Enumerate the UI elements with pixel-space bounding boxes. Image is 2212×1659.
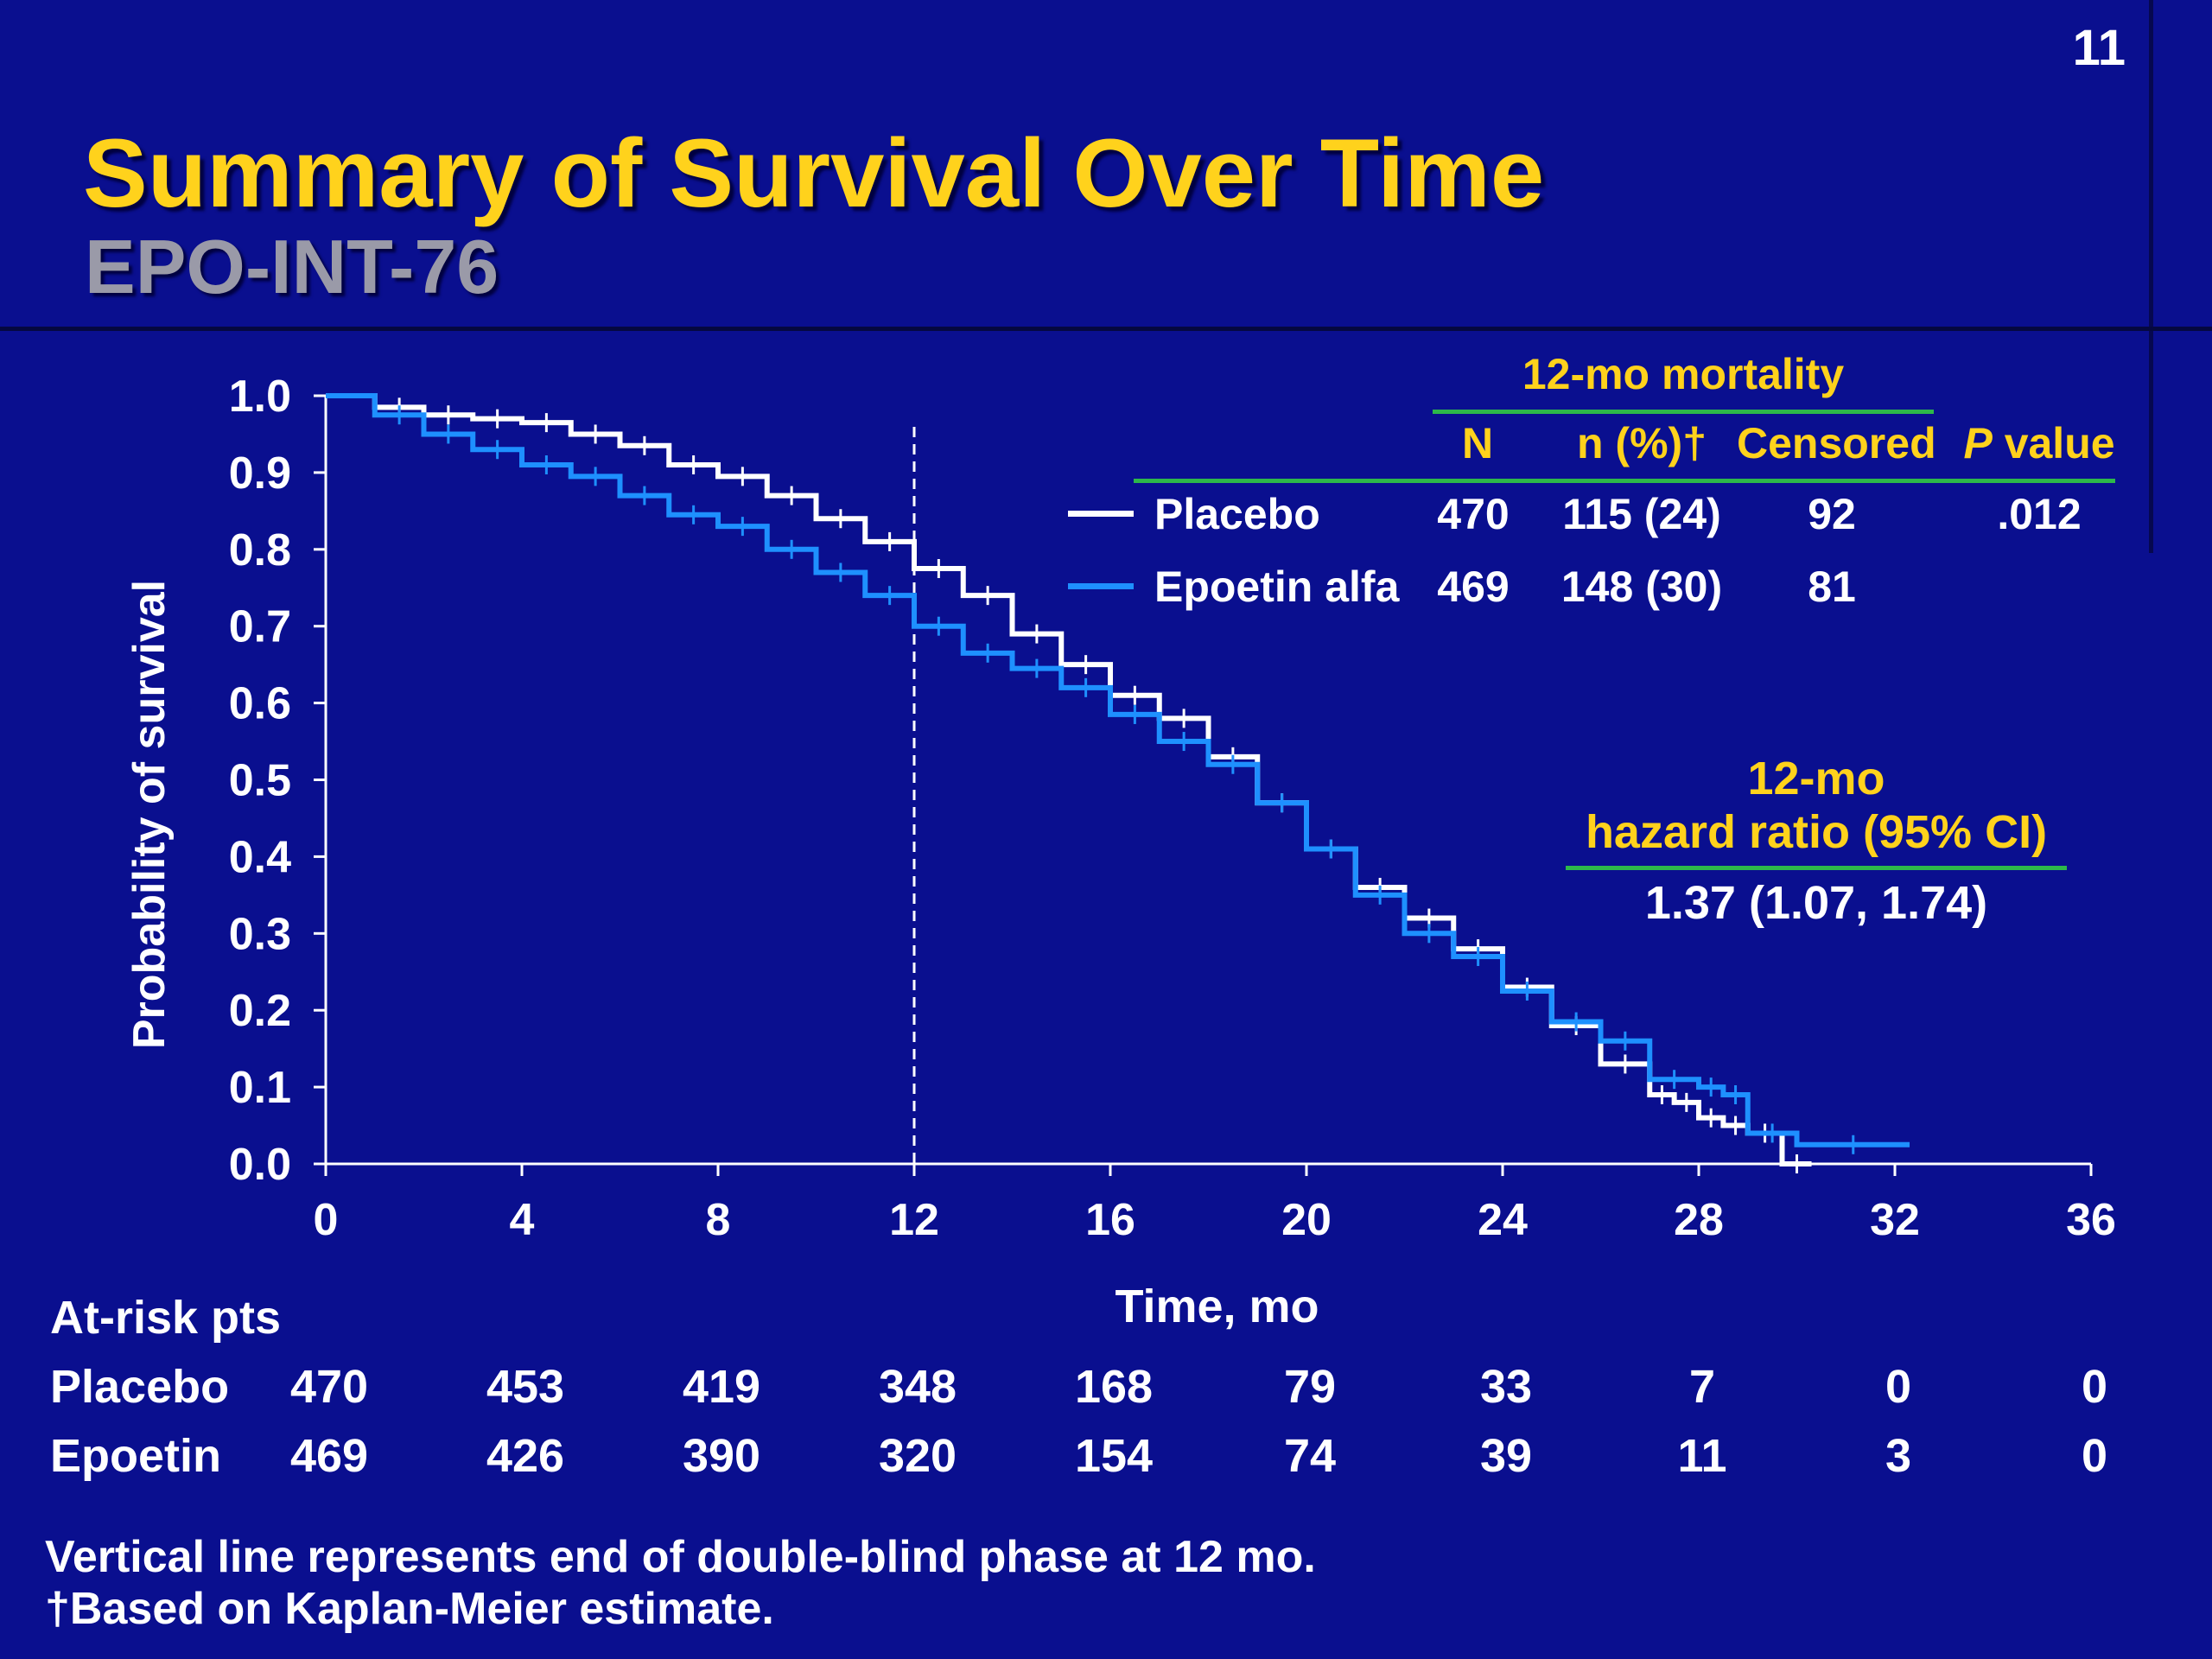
at-risk-cell: 74	[1283, 1430, 1337, 1482]
at-risk-cell: 348	[878, 1361, 957, 1413]
x-tick-label: 4	[510, 1195, 535, 1245]
at-risk-label-placebo: Placebo	[50, 1361, 230, 1413]
legend-swatch-epoetin	[1068, 583, 1134, 589]
at-risk-cell: 168	[1074, 1361, 1154, 1413]
x-tick-label: 12	[889, 1195, 939, 1245]
hazard-ratio-title-line2: hazard ratio (95% CI)	[1585, 806, 2048, 858]
header-censored: Censored	[1737, 419, 1936, 467]
x-tick-label: 36	[2066, 1195, 2116, 1245]
at-risk-cell: 33	[1479, 1361, 1533, 1413]
y-tick-label: 0.4	[229, 832, 291, 882]
at-risk-cell: 470	[289, 1361, 369, 1413]
title-divider	[0, 327, 2212, 331]
at-risk-cell: 79	[1283, 1361, 1337, 1413]
footnote-vertical-line: Vertical line represents end of double-b…	[45, 1532, 1316, 1582]
y-tick-label: 0.8	[229, 525, 291, 575]
cell-placebo-n: 470	[1437, 490, 1510, 538]
row-label-epoetin: Epoetin alfa	[1154, 563, 1400, 611]
cell-epoetin-n-pct: 148 (30)	[1560, 563, 1723, 611]
mortality-header-rule	[1134, 479, 2115, 483]
x-tick-label: 24	[1478, 1195, 1528, 1245]
hazard-ratio-value: 1.37 (1.07, 1.74)	[1644, 877, 1988, 929]
y-tick-label: 0.5	[229, 756, 291, 806]
x-tick-label: 0	[314, 1195, 339, 1245]
cell-placebo-censored: 92	[1808, 490, 1856, 538]
y-tick-label: 0.7	[229, 602, 291, 652]
y-tick-label: 0.3	[229, 909, 291, 959]
x-tick-label: 20	[1281, 1195, 1332, 1245]
at-risk-cell: 11	[1677, 1430, 1727, 1482]
hazard-ratio-title: 12-mo hazard ratio (95% CI)	[1564, 752, 2069, 859]
mortality-group-title: 12-mo mortality	[1522, 350, 1845, 398]
cell-epoetin-censored: 81	[1808, 563, 1856, 611]
mortality-group-rule	[1433, 410, 1934, 414]
header-p-italic: P	[1963, 419, 1993, 467]
y-axis-title: Probability of survival	[124, 580, 175, 1049]
y-tick-label: 1.0	[229, 372, 291, 422]
header-n-pct: n (%)†	[1577, 419, 1707, 467]
header-p-rest: value	[1992, 419, 2115, 467]
at-risk-cell: 7	[1688, 1361, 1716, 1413]
at-risk-cell: 419	[682, 1361, 761, 1413]
x-axis-title: Time, mo	[1115, 1281, 1319, 1332]
at-risk-label-epoetin: Epoetin	[50, 1430, 221, 1482]
header-p-value: P value	[1961, 418, 2117, 468]
at-risk-cell: 3	[1885, 1430, 1912, 1482]
at-risk-cell: 154	[1074, 1430, 1154, 1482]
at-risk-cell: 453	[486, 1361, 565, 1413]
hazard-ratio-rule	[1566, 866, 2067, 870]
slide-title: Summary of Survival Over Time	[83, 119, 1545, 227]
at-risk-cell: 320	[878, 1430, 957, 1482]
footnote-kaplan-meier: †Based on Kaplan-Meier estimate.	[45, 1584, 774, 1634]
y-tick-label: 0.1	[229, 1063, 291, 1113]
slide-number: 11	[2072, 20, 2126, 76]
x-tick-label: 32	[1870, 1195, 1920, 1245]
cell-placebo-p: .012	[1997, 490, 2082, 538]
x-tick-label: 28	[1674, 1195, 1724, 1245]
at-risk-cell: 39	[1479, 1430, 1533, 1482]
at-risk-title: At-risk pts	[50, 1292, 282, 1344]
at-risk-cell: 469	[289, 1430, 369, 1482]
at-risk-cell: 390	[682, 1430, 761, 1482]
slide-subtitle: EPO-INT-76	[85, 224, 499, 309]
y-tick-label: 0.9	[229, 448, 291, 499]
cell-epoetin-n: 469	[1437, 563, 1510, 611]
cell-placebo-n-pct: 115 (24)	[1562, 490, 1721, 538]
at-risk-cell: 0	[2081, 1361, 2108, 1413]
y-tick-label: 0.2	[229, 986, 291, 1036]
right-edge-rule	[2149, 0, 2153, 553]
row-label-placebo: Placebo	[1154, 490, 1320, 538]
y-tick-label: 0.0	[229, 1140, 291, 1190]
hazard-ratio-title-line1: 12-mo	[1747, 753, 1885, 804]
at-risk-cell: 0	[2081, 1430, 2108, 1482]
header-n: N	[1461, 419, 1494, 467]
at-risk-cell: 426	[486, 1430, 565, 1482]
at-risk-cell: 0	[1885, 1361, 1912, 1413]
y-tick-label: 0.6	[229, 679, 291, 729]
legend-swatch-placebo	[1068, 511, 1134, 517]
x-tick-label: 16	[1085, 1195, 1135, 1245]
x-tick-label: 8	[706, 1195, 731, 1245]
